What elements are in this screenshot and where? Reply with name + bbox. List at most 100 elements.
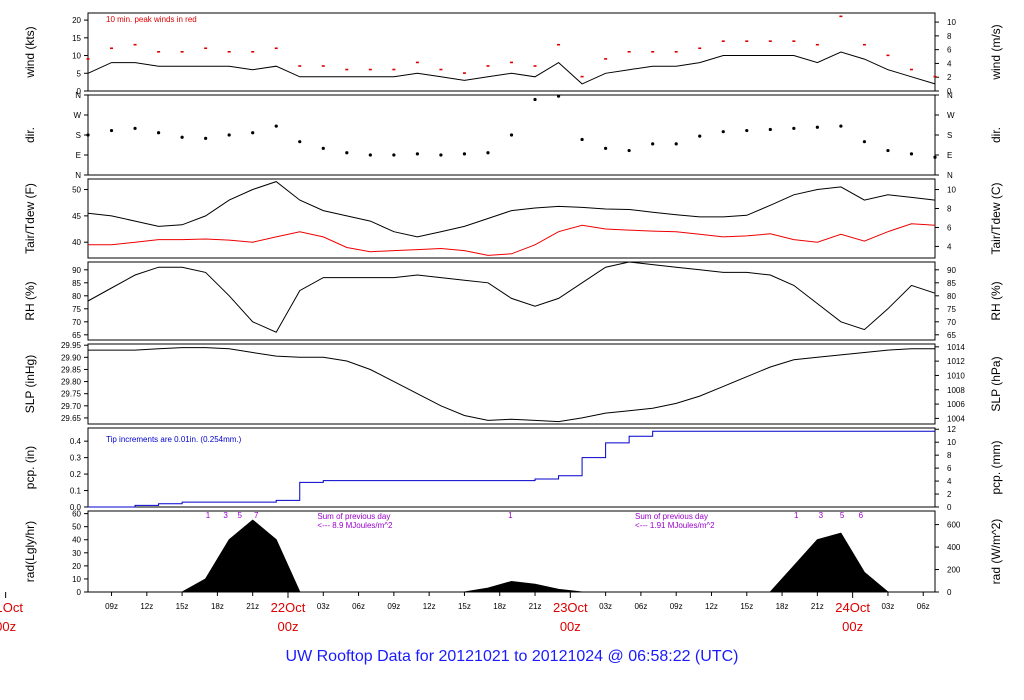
slp-ytick-label-left: 29.80: [61, 378, 82, 387]
time-axis: 09z 12z 15z 18z 21z 03z 06z 09z 12z 15z 18z 21z 03z 0…: [0, 592, 930, 634]
rh-ytick-label-left: 80: [72, 292, 81, 301]
hour-tick-label: 18z: [493, 602, 506, 611]
peak-wind-mark: [157, 51, 161, 53]
hour-tick-label: 09z: [670, 602, 683, 611]
tip-increment-note: Tip increments are 0.01in. (0.254mm.): [106, 435, 242, 444]
rh-ytick-label-left: 90: [72, 266, 81, 275]
peak-wind-mark: [415, 61, 419, 64]
dir-ytick-label-left: N: [75, 171, 81, 180]
dir-ytick-label-right: N: [947, 91, 953, 100]
peak-wind-mark: [510, 61, 513, 64]
day-label-date: 24Oct: [835, 600, 870, 615]
rh-ytick-label-right: 90: [947, 266, 956, 275]
dir-ytick-label-right: S: [947, 131, 952, 140]
wind-direction-point: [839, 124, 843, 128]
wind-ylabel-right: wind (m/s): [989, 24, 1003, 80]
day-label-date: 23Oct: [553, 600, 588, 615]
radiation-hour-mark: 3: [819, 511, 824, 520]
peak-wind-mark: [110, 47, 114, 50]
hour-tick-label: 15z: [740, 602, 753, 611]
chart-title-bar: UW Rooftop Data for 20121021 to 20121024…: [0, 648, 1024, 666]
radiation-summary-value: <--- 8.9 MJoules/m^2: [317, 521, 393, 530]
slp-ylabel-left: SLP (inHg): [23, 355, 37, 413]
temp-ylabel-right: Tair/Tdew (C): [989, 182, 1003, 254]
rad-ytick-label-left: 60: [72, 510, 81, 519]
peak-wind-mark: [486, 65, 490, 67]
temp-ytick-label-right: 8: [947, 204, 952, 213]
pcp-ytick-label-right: 10: [947, 438, 956, 447]
day-label-hour: 00z: [0, 619, 16, 634]
wind-direction-point: [298, 140, 302, 144]
temp-ytick-label-left: 40: [72, 238, 81, 247]
wind-ylabel-left: wind (kts): [23, 26, 37, 78]
wind-ytick-label-right: 6: [947, 46, 952, 55]
wind-ytick-label-left: 20: [72, 16, 81, 25]
rh-ytick-label-left: 70: [72, 318, 81, 327]
pcp-ytick-label-right: 0: [947, 503, 952, 512]
wind-direction-point: [486, 151, 490, 155]
temp-panel: Tair/Tdew (F) Tair/Tdew (C) 40 45 50 4 6 8 10: [23, 181, 1003, 256]
peak-wind-mark: [321, 65, 325, 67]
pcp-ylabel-right: pcp. (mm): [989, 440, 1003, 494]
radiation-area: [88, 519, 935, 593]
rad-ytick-label-left: 50: [72, 523, 81, 532]
wind-direction-point: [86, 133, 90, 137]
rad-ylabel-left: rad(Lgly/hr): [23, 521, 37, 582]
wind-direction-point: [509, 133, 514, 137]
peak-wind-mark: [886, 54, 890, 57]
chart-title: UW Rooftop Data for 20121021 to 20121024…: [285, 648, 739, 665]
hour-tick-label: 21z: [811, 602, 824, 611]
peak-wind-mark: [204, 47, 208, 50]
slp-panel: SLP (inHg) SLP (hPa) 29.65 29.70 29.75 29.80 2…: [23, 341, 1003, 423]
rad-ytick-label-left: 20: [72, 562, 81, 571]
pcp-ytick-label-right: 2: [947, 490, 952, 499]
dir-ytick-label-left: E: [76, 151, 81, 160]
dir-ytick-label-left: W: [73, 111, 81, 120]
wind-direction-point: [109, 128, 114, 133]
wind-ytick-label-right: 4: [947, 59, 952, 68]
wind-direction-point: [886, 148, 890, 153]
wind-direction-point: [415, 152, 419, 156]
wind-direction-point: [251, 131, 255, 135]
wind-direction-point: [556, 94, 561, 98]
radiation-hour-mark: 1: [206, 511, 211, 520]
rad-ytick-label-left: 30: [72, 549, 81, 558]
wind-direction-point: [909, 152, 914, 156]
peak-wind-mark: [439, 68, 443, 71]
wind-direction-point: [627, 148, 631, 153]
hour-tick-label: 18z: [776, 602, 789, 611]
wind-ytick-label-left: 10: [72, 52, 81, 61]
relative-humidity-line: [87, 261, 936, 333]
rh-ytick-label-right: 80: [947, 292, 956, 301]
rad-ytick-label-right: 600: [947, 521, 961, 530]
hour-tick-label: 15z: [458, 602, 471, 611]
wind-direction-point: [933, 155, 937, 159]
rad-ylabel-right: rad (W/m^2): [989, 519, 1003, 585]
pcp-panel: pcp. (in) pcp. (mm) 0.0 0.1 0.2 0.3 0.4 0 2 4 6 8 10…: [23, 425, 1003, 512]
wind-speed-line: [87, 51, 936, 85]
dir-ytick-label-left: N: [75, 91, 81, 100]
rh-ytick-label-right: 85: [947, 279, 956, 288]
hour-tick-label: 03z: [881, 602, 894, 611]
wind-direction-point: [439, 153, 443, 157]
temp-ytick-label-left: 45: [72, 212, 81, 221]
dir-ytick-label-right: N: [947, 171, 953, 180]
rad-ytick-label-right: 200: [947, 566, 961, 575]
peak-wind-mark: [274, 47, 278, 50]
slp-ytick-label-left: 29.70: [61, 402, 82, 411]
rad-ytick-label-right: 400: [947, 543, 961, 552]
peak-wind-mark: [745, 40, 749, 42]
peak-wind-mark: [580, 75, 584, 78]
pcp-ytick-label-left: 0.2: [70, 470, 82, 479]
slp-ytick-label-right: 1014: [947, 343, 965, 352]
temp-ytick-label-right: 10: [947, 186, 956, 195]
peak-wind-mark: [604, 58, 608, 60]
hour-tick-label: 15z: [176, 602, 189, 611]
peak-wind-mark: [133, 43, 137, 46]
pcp-ytick-label-left: 0.1: [70, 487, 82, 496]
wind-ytick-label-right: 10: [947, 18, 956, 27]
pcp-ytick-label-left: 0.4: [70, 437, 82, 446]
peak-wind-mark: [815, 43, 819, 46]
dir-panel: dir. dir. N E S W N N E S W N: [23, 91, 1003, 180]
hour-tick-label: 09z: [387, 602, 400, 611]
